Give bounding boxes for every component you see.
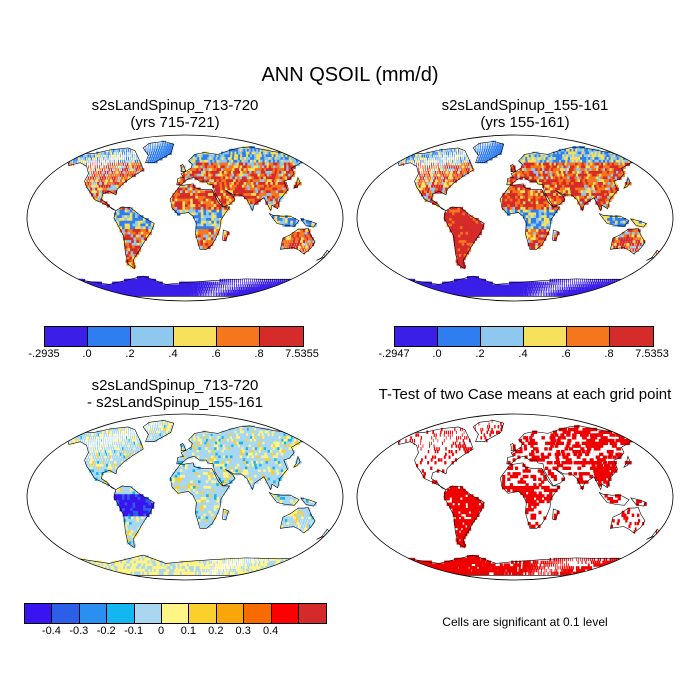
panel1-title: s2sLandSpinup_713-720 (yrs 715-721) [25,97,325,131]
colorbar-swatch [79,604,108,623]
colorbar-swatch [131,327,174,346]
colorbar-tick-label: .2 [475,348,485,360]
colorbar-swatch [260,327,303,346]
colorbar-1: -.2935 .0 .2 .4 .6 .8 7.5355 [28,326,319,362]
cb3-swatches [24,603,328,624]
colorbar-tick-label: .6 [211,348,221,360]
colorbar-tick-label: .0 [82,348,92,360]
panel3-title-line2: - s2sLandSpinup_155-161 [87,394,263,411]
colorbar-swatch [45,327,88,346]
colorbar-tick-label: .2 [125,348,135,360]
colorbar-swatch [52,604,80,623]
cb2-swatches [394,326,654,347]
colorbar-swatch [524,327,567,346]
panel4-title: T-Test of two Case means at each grid po… [378,386,672,403]
figure-title: ANN QSOIL (mm/d) [261,64,439,86]
panel3-map [26,413,344,581]
colorbar-tick-label: -.2947 [378,348,410,360]
map-frame [26,413,344,581]
map-land-cells [59,140,330,297]
panel2-map [356,134,674,302]
panel2-title-line2: (yrs 155-161) [480,114,570,131]
colorbar-tick-label: 0.2 [208,625,224,637]
colorbar-swatch [481,327,524,346]
panel2-title-line1: s2sLandSpinup_155-161 [441,97,609,114]
colorbar-swatch [134,604,162,623]
colorbar-tick-label: 0.4 [262,625,279,637]
panel3-title: s2sLandSpinup_713-720 - s2sLandSpinup_15… [25,377,325,411]
cb1-swatches [44,326,304,347]
panel3-title-line1: s2sLandSpinup_713-720 [91,377,259,394]
panel1-title-line2: (yrs 715-721) [130,114,220,131]
colorbar-tick-label: .0 [432,348,442,360]
map-land-cells [394,419,658,576]
colorbar-swatch [271,604,299,623]
panel1-map [26,134,344,302]
colorbar-swatch [25,604,53,623]
colorbar-tick-label: -0.2 [96,625,116,637]
colorbar-swatch [216,604,245,623]
panel2-title: s2sLandSpinup_155-161 (yrs 155-161) [375,97,675,131]
colorbar-tick-label: -0.4 [41,625,61,637]
map-frame [356,413,674,581]
panel4-map [356,413,674,581]
significance-note: Cells are significant at 0.1 level [442,615,608,629]
colorbar-swatch [298,604,327,623]
colorbar-swatch [88,327,131,346]
colorbar-tick-label: .4 [518,348,528,360]
colorbar-swatch [217,327,260,346]
colorbar-tick-label: -0.1 [124,625,144,637]
map-frame [26,134,344,302]
colorbar-tick-label: 0.1 [180,625,197,637]
colorbar-tick-label: 7.5353 [635,348,669,360]
colorbar-swatch [189,604,217,623]
colorbar-tick-label: .6 [561,348,571,360]
colorbar-tick-label: .8 [254,348,264,360]
panel1-title-line1: s2sLandSpinup_713-720 [91,97,259,114]
colorbar-swatch [107,604,135,623]
colorbar-3: -0.4 -0.3 -0.2 -0.1 0 0.1 0.2 0.3 0.4 [24,603,328,639]
colorbar-swatch [567,327,610,346]
colorbar-tick-label: 7.5355 [285,348,319,360]
colorbar-2: -.2947 .0 .2 .4 .6 .8 7.5353 [378,326,669,362]
colorbar-tick-label: -.2935 [28,348,60,360]
colorbar-tick-label: -0.3 [69,625,89,637]
colorbar-tick-label: .4 [168,348,178,360]
colorbar-tick-label: 0 [157,625,165,637]
colorbar-swatch [395,327,438,346]
map-frame [356,134,674,302]
colorbar-swatch [438,327,481,346]
colorbar-swatch [161,604,190,623]
colorbar-tick-label: 0.3 [235,625,251,637]
colorbar-swatch [174,327,217,346]
colorbar-tick-label: .8 [604,348,614,360]
map-land-cells [59,419,330,576]
colorbar-swatch [610,327,653,346]
colorbar-swatch [244,604,272,623]
map-land-cells [389,140,660,297]
